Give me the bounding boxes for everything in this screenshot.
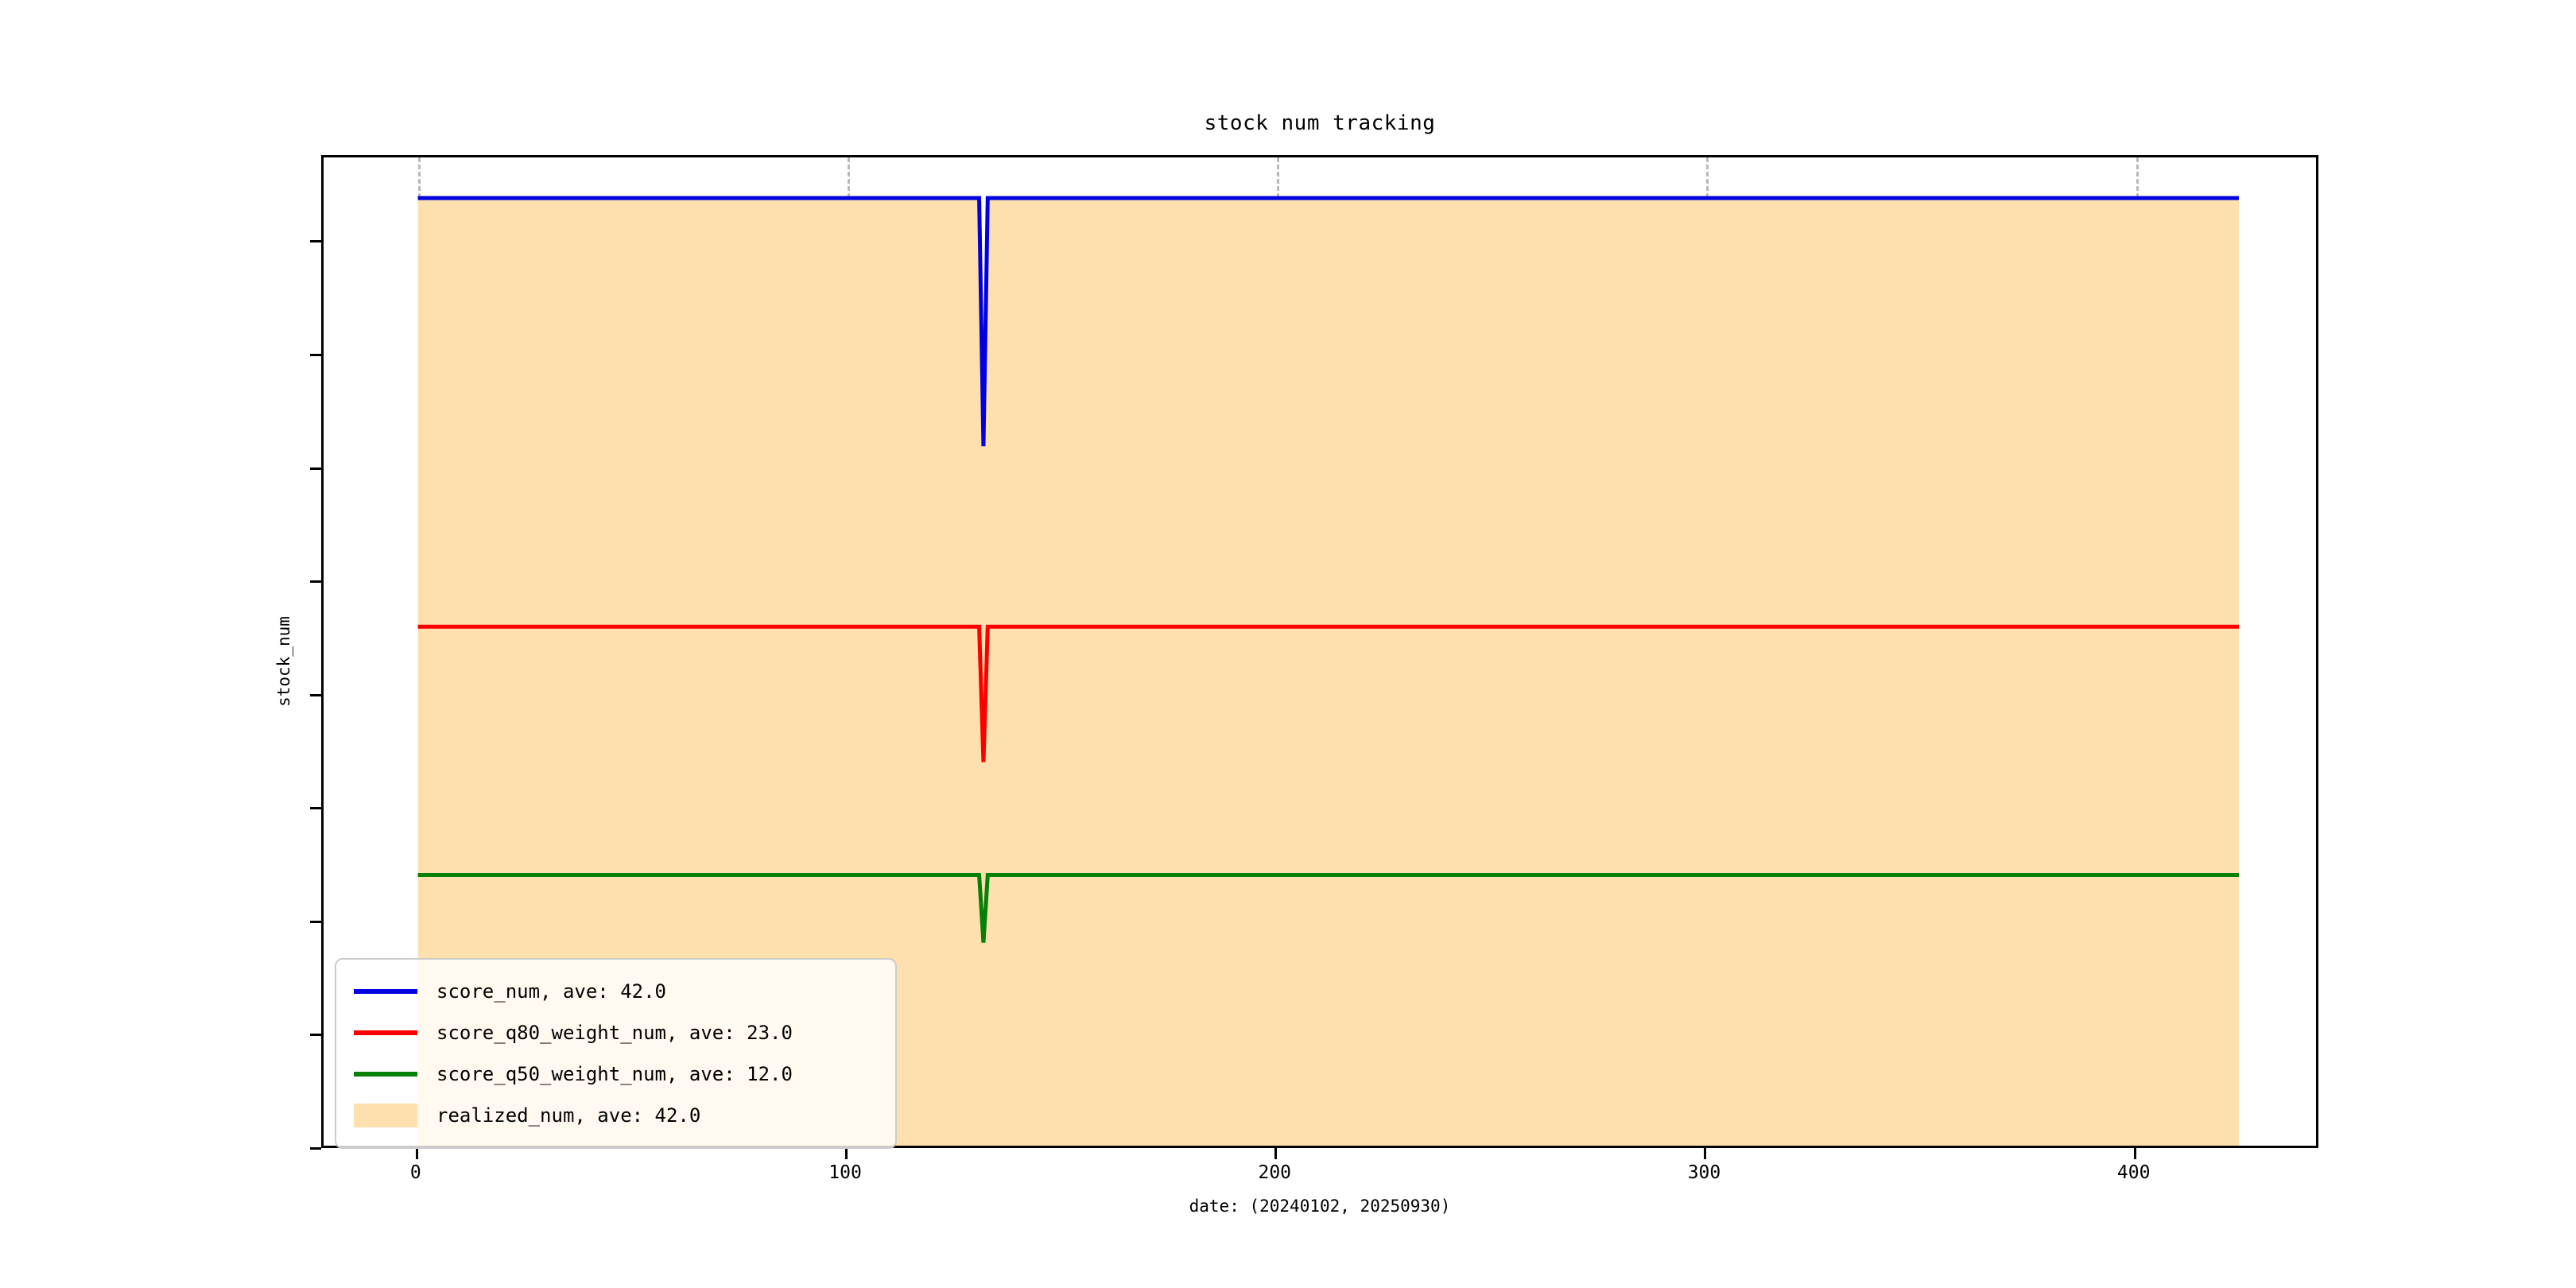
line-score_q50_weight_num [418,875,2239,942]
x-tick-mark-100 [845,1148,848,1159]
legend-swatch-icon [347,980,424,1003]
line-score_q80_weight_num [418,627,2239,762]
x-tick-label-400: 400 [2116,1162,2151,1183]
legend-item-label: score_q80_weight_num, ave: 23.0 [436,1022,793,1044]
legend-item-label: realized_num, ave: 42.0 [436,1104,701,1127]
legend-item[interactable]: score_num, ave: 42.0 [347,971,883,1012]
y-tick-mark-40 [310,240,321,243]
plot-inner [324,157,2316,1146]
x-tick-mark-300 [1704,1148,1707,1159]
y-tick-mark-0 [310,1147,321,1150]
legend-line-sample [354,989,417,994]
legend-item-label: score_q50_weight_num, ave: 12.0 [436,1063,793,1085]
y-tick-mark-15 [310,807,321,810]
legend-line-sample [354,1072,417,1077]
legend-item[interactable]: score_q80_weight_num, ave: 23.0 [347,1012,883,1053]
y-tick-mark-10 [310,920,321,923]
area-realized_num [417,198,2239,1146]
legend-item-label: score_num, ave: 42.0 [436,980,666,1003]
x-tick-label-100: 100 [828,1162,862,1183]
legend-area-patch [354,1104,417,1127]
y-tick-mark-5 [310,1034,321,1037]
y-tick-mark-25 [310,580,321,584]
x-tick-mark-400 [2133,1148,2136,1159]
legend-swatch-icon [347,1021,424,1045]
y-tick-mark-20 [310,693,321,696]
x-tick-label-200: 200 [1258,1162,1292,1183]
legend-line-sample [354,1030,417,1035]
legend-swatch-icon [347,1062,424,1086]
x-tick-mark-0 [415,1148,418,1159]
x-tick-label-0: 0 [409,1162,421,1183]
x-tick-mark-200 [1274,1148,1278,1159]
x-axis-label: date: (20240102, 20250930) [1189,1197,1451,1216]
chart-legend[interactable]: score_num, ave: 42.0 score_q80_weight_num… [335,958,897,1149]
line-score_num [418,198,2239,446]
legend-item[interactable]: realized_num, ave: 42.0 [347,1095,883,1136]
chart-title: stock num tracking [1204,111,1436,135]
legend-swatch-icon [347,1104,424,1127]
series-layer [417,157,2239,1146]
y-tick-mark-30 [310,467,321,470]
x-tick-label-300: 300 [1687,1162,1721,1183]
legend-item[interactable]: score_q50_weight_num, ave: 12.0 [347,1053,883,1095]
y-tick-mark-35 [310,353,321,356]
y-axis-label: stock_num [274,616,293,707]
